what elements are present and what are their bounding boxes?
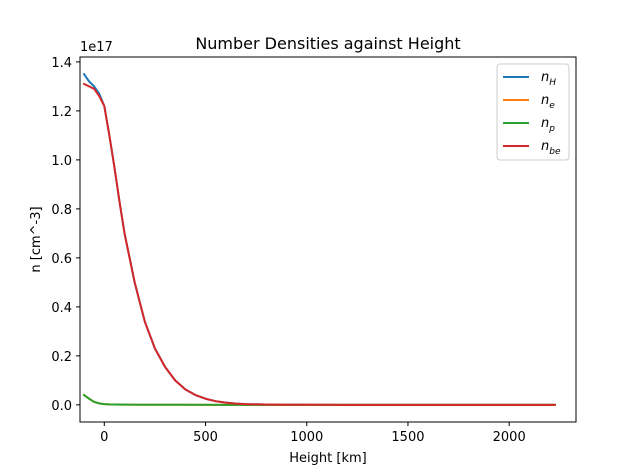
chart-title: Number Densities against Height [195,34,460,53]
y-tick-label: 0.6 [51,252,72,267]
legend-item-n-p: np [503,116,555,134]
y-axis-label: n [cm^-3] [29,206,44,272]
x-tick-label: 1500 [391,430,424,445]
axes-frame [79,56,577,423]
legend-item-n-h: nH [503,70,556,88]
y-tick-label: 1.2 [51,105,72,120]
legend-label: np [541,116,555,134]
legend-label: ne [541,93,555,111]
y-tick-label: 0.0 [51,399,72,414]
y-tick-label: 0.8 [51,203,72,218]
x-tick-label: 500 [193,430,218,445]
legend-label: nbe [541,139,561,157]
y-offset-text: 1e17 [80,40,113,55]
legend-label: nH [541,70,556,88]
legend: nH ne np nbe [496,63,570,161]
y-axis: 0.0 0.2 0.4 0.6 0.8 1.0 1.2 1.4 [51,56,80,414]
y-tick-label: 0.2 [51,350,72,365]
y-tick-label: 1.0 [51,154,72,169]
x-axis-label: Height [km] [289,451,366,466]
plot-area [82,72,556,406]
legend-item-n-e: ne [503,93,555,111]
x-tick-label: 1000 [290,430,323,445]
y-tick-label: 0.4 [51,301,72,316]
series-line-n-be [82,82,556,406]
x-tick-label: 2000 [493,430,526,445]
legend-box [496,63,570,161]
legend-item-n-be: nbe [503,139,561,157]
x-tick-label: 0 [100,430,108,445]
y-tick-label: 1.4 [51,56,72,71]
x-axis: 0 500 1000 1500 2000 [100,422,526,445]
